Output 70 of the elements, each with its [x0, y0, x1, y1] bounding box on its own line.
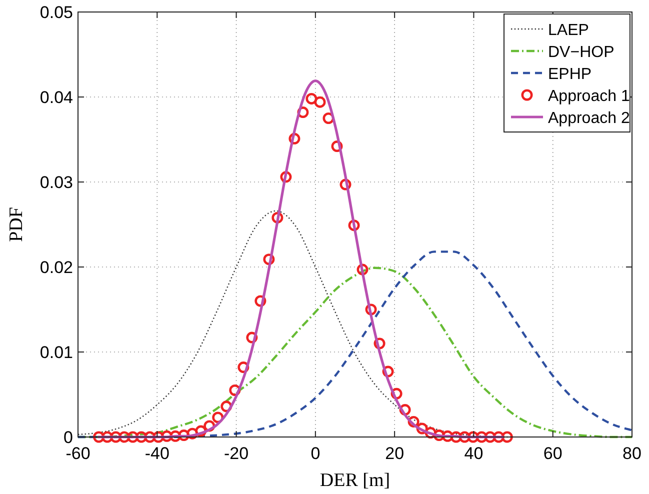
- point: [476, 431, 488, 443]
- point: [280, 171, 292, 183]
- point: [161, 430, 173, 442]
- point: [204, 420, 216, 432]
- point: [408, 416, 420, 428]
- x-tick-label: -40: [144, 444, 170, 463]
- point: [467, 431, 479, 443]
- point: [229, 384, 241, 396]
- point: [356, 264, 368, 276]
- point: [102, 431, 114, 443]
- y-tick-label: 0.01: [40, 343, 73, 362]
- point: [322, 112, 334, 124]
- x-axis-title: DER [m]: [320, 470, 390, 491]
- point: [484, 431, 496, 443]
- point: [170, 430, 182, 442]
- point: [458, 431, 470, 443]
- point: [348, 220, 360, 232]
- legend-label: Approach 1: [548, 88, 630, 105]
- y-tick-label: 0.04: [40, 88, 73, 107]
- x-tick-label: 40: [464, 444, 484, 463]
- legend-label: LAEP: [548, 22, 589, 39]
- point: [501, 431, 513, 443]
- point: [195, 425, 207, 437]
- y-axis-title: PDF: [6, 207, 27, 242]
- legend-label: EPHP: [548, 66, 592, 83]
- point: [220, 400, 232, 412]
- point: [127, 431, 139, 443]
- point: [340, 178, 352, 190]
- point: [272, 212, 284, 224]
- point: [238, 362, 250, 374]
- x-tick-label: 60: [543, 444, 562, 463]
- x-tick-label: 80: [622, 444, 642, 463]
- point: [110, 431, 122, 443]
- point: [212, 412, 224, 424]
- point: [246, 332, 258, 344]
- legend-label: Approach 2: [548, 110, 630, 127]
- point: [186, 428, 198, 440]
- point: [136, 431, 148, 443]
- point: [314, 96, 326, 108]
- point: [118, 431, 130, 443]
- point: [263, 254, 275, 266]
- point: [144, 431, 156, 443]
- point: [450, 431, 462, 443]
- point: [254, 295, 266, 307]
- point: [424, 427, 436, 438]
- point: [365, 304, 377, 316]
- point: [178, 430, 190, 442]
- point: [297, 106, 309, 118]
- point: [492, 431, 504, 443]
- point: [152, 431, 164, 443]
- legend-label: DV−HOP: [548, 44, 614, 61]
- point: [433, 430, 445, 442]
- point: [93, 431, 105, 443]
- y-tick-label: 0: [64, 428, 73, 447]
- point: [399, 404, 411, 416]
- x-tick-label: -20: [224, 444, 249, 463]
- x-tick-label: 0: [310, 444, 320, 463]
- point: [416, 422, 428, 434]
- point: [390, 388, 402, 400]
- y-tick-label: 0.03: [40, 173, 73, 192]
- y-tick-label: 0.02: [40, 258, 73, 277]
- x-tick-label: 20: [385, 444, 404, 463]
- point: [382, 366, 394, 378]
- point: [331, 140, 343, 152]
- point: [306, 92, 318, 104]
- point: [288, 132, 300, 144]
- point: [442, 430, 454, 442]
- point: [374, 338, 386, 350]
- x-tick-label: -60: [66, 444, 90, 463]
- y-tick-label: 0.05: [40, 3, 73, 22]
